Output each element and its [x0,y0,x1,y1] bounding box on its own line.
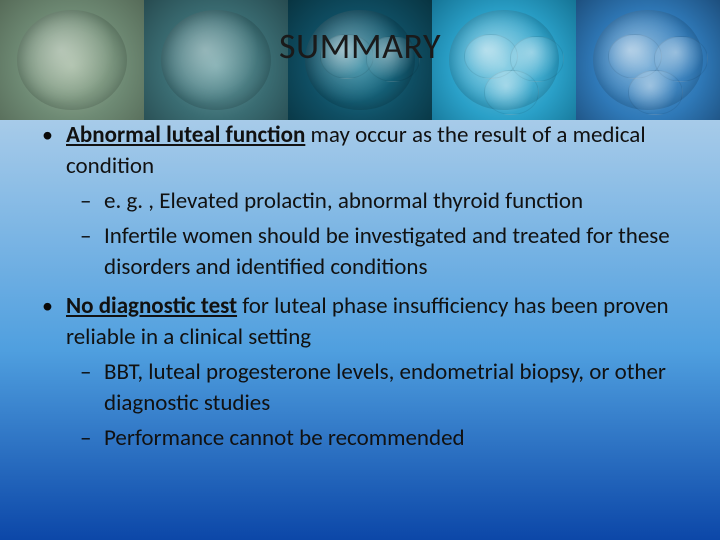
bullet-lead-emphasis: No diagnostic test [66,292,237,320]
bullet-0: Abnormal luteal function may occur as th… [38,120,690,283]
bullet-lead-emphasis: Abnormal luteal function [66,121,305,149]
sub-list: BBT, luteal progesterone levels, endomet… [66,357,690,454]
sub-list: e. g. , Elevated prolactin, abnormal thy… [66,186,690,283]
bullet-lead: No diagnostic test for luteal phase insu… [66,292,669,351]
sub-bullet-1-0: BBT, luteal progesterone levels, endomet… [78,357,690,419]
sub-bullet-0-0: e. g. , Elevated prolactin, abnormal thy… [78,186,690,217]
slide-content: SUMMARY Abnormal luteal function may occ… [0,0,720,540]
bullet-list: Abnormal luteal function may occur as th… [30,120,690,454]
bullet-1: No diagnostic test for luteal phase insu… [38,291,690,454]
sub-bullet-0-1: Infertile women should be investigated a… [78,221,690,283]
slide-title: SUMMARY [30,24,690,68]
bullet-lead: Abnormal luteal function may occur as th… [66,121,646,180]
sub-bullet-1-1: Performance cannot be recommended [78,423,690,454]
